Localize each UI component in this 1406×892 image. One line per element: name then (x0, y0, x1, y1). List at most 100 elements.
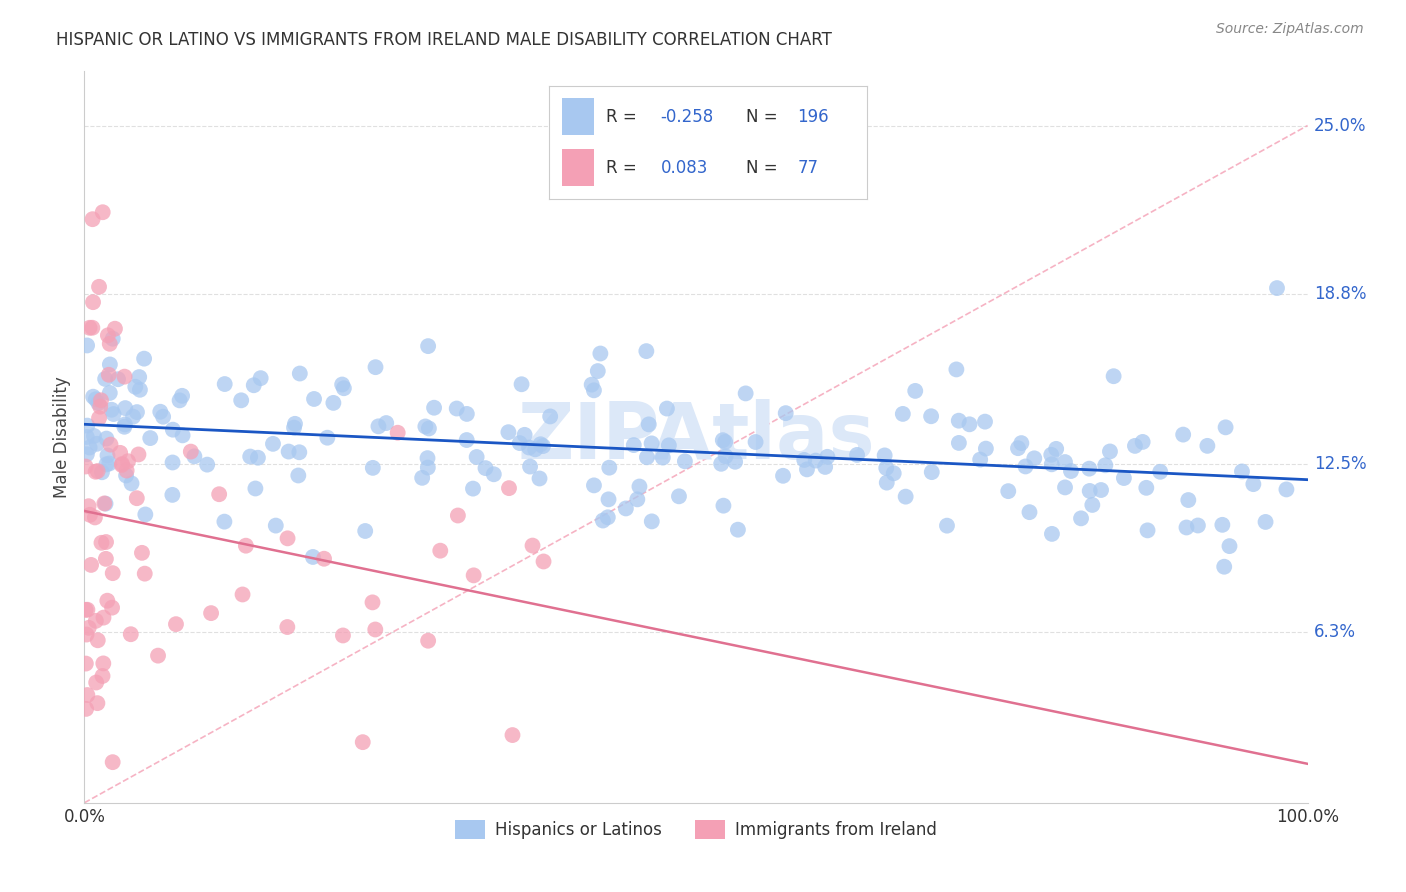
Point (446, 401, 468, 416)
Point (249, 371, 271, 385)
Point (1010, 436, 1032, 450)
Point (232, 587, 254, 601)
Point (208, 487, 231, 501)
Point (277, 444, 299, 458)
Point (302, 549, 325, 564)
Point (713, 499, 735, 513)
Point (598, 460, 620, 475)
Point (1197, 439, 1219, 453)
Point (1040, 527, 1063, 541)
Point (352, 735, 374, 749)
Point (1218, 539, 1240, 553)
Point (1098, 444, 1121, 458)
Text: 6.3%: 6.3% (1313, 624, 1355, 641)
Point (710, 457, 733, 471)
Point (1173, 427, 1195, 442)
Point (714, 434, 737, 449)
Point (614, 501, 637, 516)
Point (146, 648, 169, 663)
Point (93, 496, 115, 510)
Y-axis label: Male Disability: Male Disability (53, 376, 72, 498)
Point (416, 451, 439, 466)
Point (86, 696, 108, 710)
Point (87, 411, 110, 425)
Point (152, 409, 174, 424)
Point (94, 535, 117, 549)
Point (904, 384, 927, 398)
Point (288, 445, 311, 459)
Point (288, 367, 311, 381)
Point (115, 468, 138, 483)
Point (582, 478, 605, 492)
Point (262, 437, 284, 451)
Point (172, 428, 194, 442)
Point (75, 459, 97, 474)
Point (891, 407, 914, 421)
Point (531, 439, 554, 453)
Point (418, 421, 440, 435)
Point (456, 433, 478, 447)
Point (172, 389, 194, 403)
Point (1014, 459, 1036, 474)
Point (959, 417, 981, 432)
Point (246, 450, 269, 465)
Point (533, 554, 555, 568)
Point (894, 490, 917, 504)
Point (815, 450, 838, 464)
Point (1018, 505, 1040, 519)
Point (623, 438, 645, 452)
Point (283, 420, 305, 434)
Point (195, 458, 218, 472)
Point (90, 393, 112, 408)
Point (139, 431, 162, 445)
Point (180, 444, 202, 458)
Point (1123, 439, 1146, 453)
Point (651, 450, 673, 465)
Point (96, 432, 118, 446)
Point (214, 515, 236, 529)
Point (96, 593, 118, 607)
Point (94, 552, 117, 566)
Text: 25.0%: 25.0% (1313, 117, 1367, 135)
Point (98, 336, 121, 351)
Point (522, 539, 544, 553)
Point (796, 462, 818, 476)
Point (108, 446, 131, 460)
Point (87, 280, 110, 294)
Point (415, 419, 437, 434)
Point (945, 362, 967, 376)
Point (120, 627, 142, 641)
Point (101, 600, 124, 615)
Point (76, 603, 98, 617)
Point (1215, 420, 1237, 434)
Point (744, 435, 766, 450)
Point (354, 524, 377, 538)
Point (1078, 483, 1101, 498)
Point (86, 464, 108, 478)
Point (98, 386, 121, 401)
Point (948, 414, 970, 428)
Point (132, 351, 155, 366)
Point (114, 369, 136, 384)
Point (1070, 511, 1092, 525)
Point (727, 523, 749, 537)
Point (510, 377, 533, 392)
Point (239, 450, 262, 464)
Point (361, 595, 384, 609)
Point (107, 372, 129, 386)
Text: ZIPAtlas: ZIPAtlas (517, 399, 875, 475)
Point (734, 386, 756, 401)
Point (636, 450, 658, 465)
Point (82, 320, 104, 334)
Point (589, 346, 612, 360)
Point (775, 406, 797, 420)
Point (640, 436, 662, 450)
Point (235, 539, 257, 553)
Point (122, 409, 145, 424)
Point (974, 442, 997, 456)
Point (76, 430, 98, 444)
Point (183, 450, 205, 464)
Point (513, 427, 536, 442)
Point (529, 437, 551, 451)
Text: Source: ZipAtlas.com: Source: ZipAtlas.com (1216, 22, 1364, 37)
